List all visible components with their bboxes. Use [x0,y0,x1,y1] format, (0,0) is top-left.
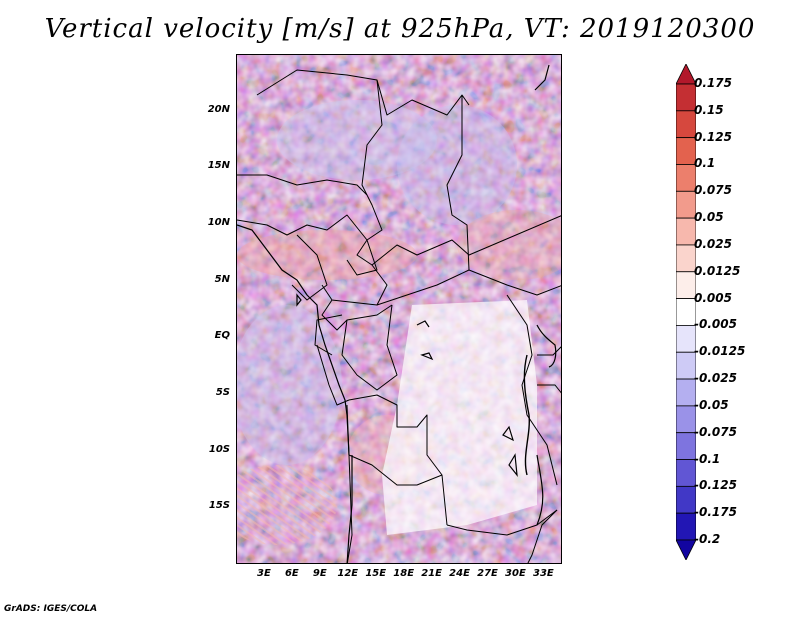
lon-tick-label: 12E [337,568,359,579]
colorbar-band [676,512,696,541]
lon-tick-label: 6E [284,568,299,579]
lon-tick-label: 3E [257,568,271,579]
colorbar-band [676,217,696,246]
colorbar-band [676,271,696,299]
colorbar-tick-label: -0.1 [694,451,721,466]
colorbar-band [676,351,696,380]
velocity-field-map [237,55,561,563]
colorbar-band [676,83,696,112]
colorbar-tick-label: -0.05 [694,397,729,412]
colorbar-tick-label: 0.1 [694,156,716,171]
colorbar-band [676,378,696,407]
colorbar-band [676,298,696,326]
colorbar-tick-label: 0.175 [694,76,732,90]
map-panel [236,54,562,564]
colorbar [676,64,696,560]
country-borders [237,69,561,563]
colorbar-tick-label: -0.075 [694,424,737,439]
lat-tick-label: EQ [214,330,230,342]
lon-tick-label: 27E [477,568,498,579]
colorbar-band [676,405,696,434]
colorbar-band [676,164,696,192]
lon-tick-label: 33E [532,568,554,579]
lon-tick-label: 15E [365,568,387,579]
colorbar-band [676,190,696,219]
lat-tick-label: 10N [207,217,230,228]
colorbar-band [676,485,696,514]
colorbar-band [676,110,696,139]
colorbar-band [676,137,696,165]
lon-tick-label: 30E [505,568,526,579]
lon-tick-label: 24E [449,568,470,579]
colorbar-tick-label: -0.2 [694,532,721,546]
colorbar-tick-label: 0.0125 [694,263,741,278]
lat-tick-label: 15S [208,500,230,512]
colorbar-tick-label: -0.0125 [694,344,746,359]
colorbar-bottom-arrow [676,539,696,560]
colorbar-tick-label: 0.025 [694,236,732,251]
colorbar-band [676,432,696,460]
map-title: Vertical velocity [m/s] at 925hPa, VT: 2… [44,14,756,44]
colorbar-band [676,325,696,353]
lon-tick-label: 18E [393,568,415,579]
lat-tick-label: 20N [207,103,230,115]
colorbar-band [676,459,696,487]
colorbar-band [676,244,696,273]
colorbar-tick-label: -0.025 [694,371,737,386]
colorbar-tick-label: -0.125 [694,478,737,493]
lat-tick-label: 5N [214,273,230,285]
colorbar-tick-label: -0.005 [694,317,737,332]
lat-tick-label: 10S [208,443,230,455]
grads-credit: GrADS: IGES/COLA [4,604,98,614]
colorbar-tick-label: 0.005 [694,290,732,305]
colorbar-tick-label: 0.125 [694,129,732,144]
colorbar-top-arrow [676,64,696,85]
coastline [237,64,557,563]
colorbar-tick-label: 0.05 [694,210,724,225]
lat-tick-label: 5S [215,387,230,398]
colorbar-tick-label: 0.075 [694,183,732,198]
lon-tick-label: 21E [421,568,442,579]
lon-tick-label: 9E [312,568,327,579]
lat-tick-label: 15N [207,160,230,172]
colorbar-tick-label: 0.15 [694,102,724,117]
colorbar-tick-label: -0.175 [694,505,737,520]
